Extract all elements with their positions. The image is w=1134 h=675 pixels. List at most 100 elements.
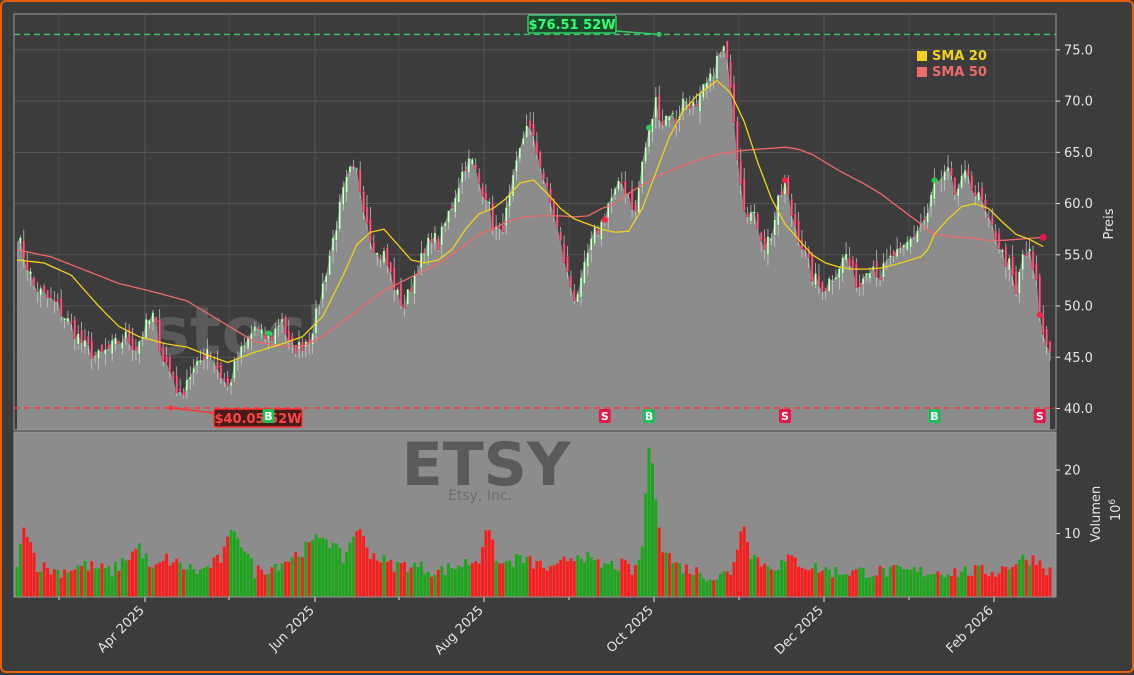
volume-bars [15, 447, 1052, 597]
candle-up [338, 201, 342, 230]
volume-bar [216, 554, 219, 597]
candle-up [396, 289, 399, 296]
signal-sell-badge [778, 409, 791, 423]
volume-bar [59, 577, 63, 597]
volume-bar [997, 573, 1001, 597]
candle-up [831, 280, 834, 283]
volume-bar [477, 563, 481, 597]
candle-up [909, 238, 912, 248]
volume-bar [114, 561, 117, 597]
volume-bar [406, 572, 410, 597]
candle-down [430, 238, 433, 243]
volume-bar [345, 551, 349, 597]
candle-down [566, 256, 569, 272]
candle-up [705, 82, 709, 90]
candle-up [83, 339, 87, 348]
volume-bar [538, 560, 542, 597]
volume-bar [49, 574, 53, 597]
volume-bar [810, 568, 814, 597]
volume-bar [987, 576, 991, 597]
volume-bar [882, 568, 885, 597]
volume-bar [1000, 566, 1004, 597]
candle-up [19, 237, 22, 244]
volume-bar [334, 543, 338, 597]
candle-down [756, 213, 759, 230]
candle-up [233, 360, 236, 379]
candle-up [607, 203, 610, 219]
candle-up [681, 98, 685, 113]
candle-down [172, 371, 175, 380]
volume-bar [450, 567, 454, 597]
volume-bar [171, 562, 175, 597]
candle-up [447, 210, 450, 224]
volume-bar [596, 559, 600, 597]
candle-down [165, 355, 168, 364]
candle-down [399, 283, 403, 306]
volume-bar [280, 563, 284, 597]
volume-bar [1045, 575, 1049, 597]
sma20-line [16, 79, 1044, 364]
volume-bar [518, 555, 522, 597]
candle-down [630, 188, 634, 210]
volume-bar [188, 564, 192, 597]
candle-up [505, 207, 508, 227]
candle-up [192, 368, 195, 374]
candle-down [202, 355, 206, 360]
candle-down [386, 247, 389, 266]
volume-bar [922, 576, 926, 597]
candle-down [464, 169, 467, 171]
candle-up [454, 197, 457, 213]
volume-bar [763, 563, 767, 597]
candle-up [508, 192, 511, 207]
candle-down [851, 259, 855, 268]
volume-bar [311, 540, 315, 597]
candle-down [362, 191, 365, 212]
candle-down [491, 202, 494, 231]
volume-bar [392, 571, 396, 597]
volume-bar [620, 558, 624, 597]
volume-bar [542, 567, 546, 597]
volume-bar [1048, 567, 1052, 597]
candle-down [858, 282, 861, 288]
volume-bar [766, 566, 770, 597]
volume-bar [307, 542, 311, 597]
candle-up [471, 159, 474, 165]
volume-bar [491, 539, 495, 597]
volume-bar [661, 552, 665, 597]
candle-down [997, 233, 1001, 250]
candle-up [586, 252, 590, 268]
candle-down [556, 215, 559, 228]
volume-bar [1038, 560, 1042, 597]
candle-up [406, 289, 409, 305]
candle-up [929, 194, 933, 207]
candle-down [1024, 253, 1028, 256]
volume-bar [504, 561, 508, 597]
candle-down [634, 204, 637, 212]
candle-up [274, 328, 277, 345]
volume-bar [967, 575, 970, 597]
legend-label-sma50: SMA 50 [932, 65, 987, 80]
volume-bar [453, 569, 457, 597]
volume-bar [983, 573, 987, 597]
candle-up [413, 275, 416, 295]
volume-bar [161, 560, 165, 597]
candle-up [148, 320, 151, 325]
volume-bar [379, 562, 383, 597]
candle-up [882, 263, 885, 278]
candle-up [691, 101, 695, 107]
volume-bar [640, 546, 644, 597]
volume-bar [175, 558, 179, 597]
volume-bar [372, 553, 376, 597]
watermark-ticker: ETSY [402, 430, 572, 500]
candle-down [624, 180, 627, 194]
candle-down [848, 256, 851, 266]
volume-bar [260, 569, 264, 597]
volume-bar [430, 576, 434, 597]
volume-bar [919, 566, 923, 597]
candle-down [923, 218, 926, 220]
candle-down [528, 119, 532, 129]
volume-panel-border [13, 431, 1057, 598]
candle-up [318, 305, 321, 307]
high-52w-label: $76.51 52W [527, 14, 617, 34]
